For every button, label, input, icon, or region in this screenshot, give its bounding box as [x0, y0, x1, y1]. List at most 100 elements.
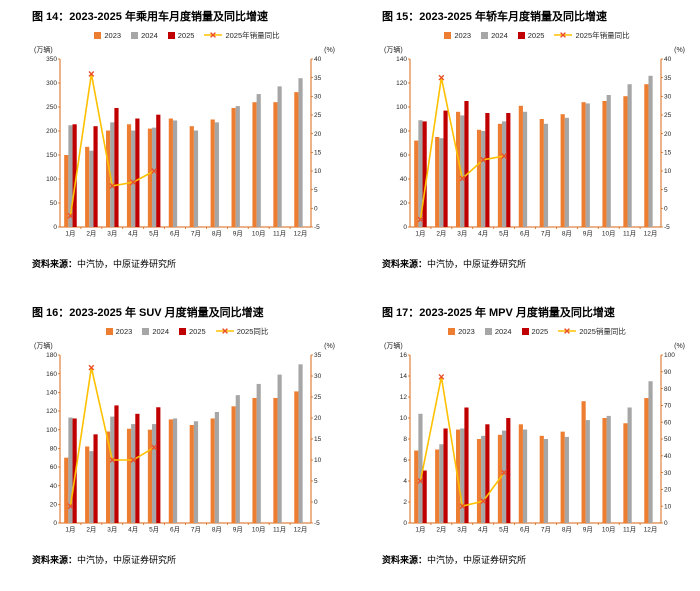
svg-text:30: 30: [664, 94, 672, 101]
svg-text:250: 250: [46, 104, 57, 111]
svg-text:100: 100: [46, 176, 57, 183]
bars-2023: [64, 391, 299, 523]
bars-2023: [414, 84, 649, 227]
source-label: 资料来源：: [382, 259, 428, 269]
svg-text:20: 20: [314, 131, 322, 138]
svg-text:7月: 7月: [541, 230, 551, 238]
svg-text:-5: -5: [314, 520, 320, 527]
chart-canvas-fig17: (万辆) (%) 0 2 4 6 8 10 12 14 16 0 10 20 30 40 50 60 70 80 90 1…: [384, 341, 685, 534]
svg-text:10: 10: [400, 415, 408, 422]
svg-text:12月: 12月: [294, 526, 308, 534]
svg-text:9月: 9月: [233, 526, 243, 534]
svg-text:9月: 9月: [583, 230, 593, 238]
svg-text:10: 10: [314, 457, 322, 464]
legend-item-2025: 2025: [179, 327, 206, 336]
svg-text:20: 20: [314, 415, 322, 422]
bars-2023: [64, 92, 299, 227]
svg-text:8: 8: [403, 436, 407, 443]
svg-text:1月: 1月: [415, 526, 425, 534]
figure-16-chart: (万辆) (%) 0 20 40 60 80 100 120 140 160 180 -5 0 5 10 15 2…: [32, 339, 342, 544]
x-marker-icon: [109, 457, 116, 463]
svg-text:0: 0: [53, 224, 57, 231]
bars-2024: [68, 78, 303, 227]
legend-swatch-icon: [448, 327, 456, 335]
legend-label: 2025同比: [236, 326, 269, 336]
figure-17-chart: (万辆) (%) 0 2 4 6 8 10 12 14 16 0 10 20 30 40 50 60 70 80 90 1…: [382, 339, 692, 544]
source-label: 资料来源：: [382, 555, 428, 565]
svg-text:2月: 2月: [436, 526, 446, 534]
x-marker-icon: [501, 153, 508, 159]
svg-text:5月: 5月: [149, 230, 159, 238]
legend-swatch-icon: [517, 31, 525, 39]
x-marker-icon: [151, 168, 158, 174]
svg-text:1月: 1月: [65, 230, 75, 238]
legend-swatch-icon: [444, 31, 452, 39]
bars-2025: [422, 101, 511, 227]
legend-item-2024: 2024: [142, 327, 169, 336]
svg-text:12: 12: [400, 394, 408, 401]
svg-text:150: 150: [46, 152, 57, 159]
figure-15-panel: 图 15：2023-2025 年轿车月度销量及同比增速 2023 2024 2025…: [350, 0, 700, 296]
svg-text:0: 0: [403, 224, 407, 231]
svg-text:10: 10: [314, 168, 322, 175]
svg-text:10: 10: [664, 168, 672, 175]
legend-item-2025销量同比: 2025销量同比: [558, 326, 626, 337]
x-marker-icon: [88, 364, 95, 371]
svg-text:2月: 2月: [436, 230, 446, 238]
figure-17-title: 图 17：2023-2025 年 MPV 月度销量及同比增速: [382, 307, 615, 319]
svg-text:40: 40: [664, 453, 672, 460]
legend-swatch-icon: [105, 327, 113, 335]
source-text: 中汽协，中原证券研究所: [77, 555, 177, 565]
line-2025同比: [67, 364, 158, 510]
legend-item-2023: 2023: [105, 327, 132, 336]
figure-14-source: 资料来源：中汽协，中原证券研究所: [32, 257, 342, 270]
svg-text:5月: 5月: [499, 526, 509, 534]
line-2025年销量同比: [67, 71, 158, 219]
figure-14-legend: 2023 2024 2025 2025年销量同比: [32, 29, 342, 41]
svg-text:0: 0: [403, 520, 407, 527]
svg-text:60: 60: [400, 152, 408, 159]
svg-text:15: 15: [314, 436, 322, 443]
svg-text:6月: 6月: [170, 526, 180, 534]
legend-line-marker-icon: [204, 32, 223, 38]
svg-text:6月: 6月: [520, 526, 530, 534]
source-text: 中汽协，中原证券研究所: [427, 555, 527, 565]
svg-text:4月: 4月: [478, 230, 488, 238]
svg-text:7月: 7月: [541, 526, 551, 534]
svg-text:8月: 8月: [212, 230, 222, 238]
legend-label: 2025: [177, 30, 195, 40]
svg-text:2月: 2月: [86, 526, 96, 534]
legend-swatch-icon: [131, 31, 139, 39]
source-text: 中汽协，中原证券研究所: [427, 259, 527, 269]
svg-text:9月: 9月: [583, 526, 593, 534]
svg-text:3月: 3月: [457, 526, 467, 534]
svg-text:-5: -5: [314, 224, 320, 231]
chart-canvas-fig16: (万辆) (%) 0 20 40 60 80 100 120 140 160 180 -5 0 5 10 15 2…: [34, 341, 335, 534]
x-marker-icon: [67, 212, 74, 219]
svg-text:10月: 10月: [602, 230, 616, 238]
x-marker-icon: [88, 71, 95, 77]
svg-text:60: 60: [664, 419, 672, 426]
legend-label: 2025: [531, 326, 549, 336]
svg-text:5: 5: [314, 187, 318, 194]
svg-text:300: 300: [46, 80, 57, 87]
svg-text:35: 35: [314, 75, 322, 82]
legend-label: 2025年销量同比: [225, 30, 280, 40]
figure-15-title: 图 15：2023-2025 年轿车月度销量及同比增速: [382, 11, 607, 23]
svg-text:1月: 1月: [65, 526, 75, 534]
svg-text:80: 80: [400, 128, 408, 135]
x-marker-icon: [459, 175, 466, 182]
legend-swatch-icon: [94, 31, 102, 39]
svg-text:12月: 12月: [294, 230, 308, 238]
svg-text:6月: 6月: [520, 230, 530, 238]
svg-text:(万辆): (万辆): [384, 45, 403, 54]
svg-text:90: 90: [664, 369, 672, 376]
svg-text:15: 15: [314, 150, 322, 157]
legend-item-2025年销量同比: 2025年销量同比: [554, 30, 630, 41]
x-marker-icon: [438, 373, 445, 380]
line-2025销量同比: [417, 373, 508, 510]
source-label: 资料来源：: [32, 259, 78, 269]
svg-text:35: 35: [664, 75, 672, 82]
svg-text:11月: 11月: [623, 526, 636, 534]
